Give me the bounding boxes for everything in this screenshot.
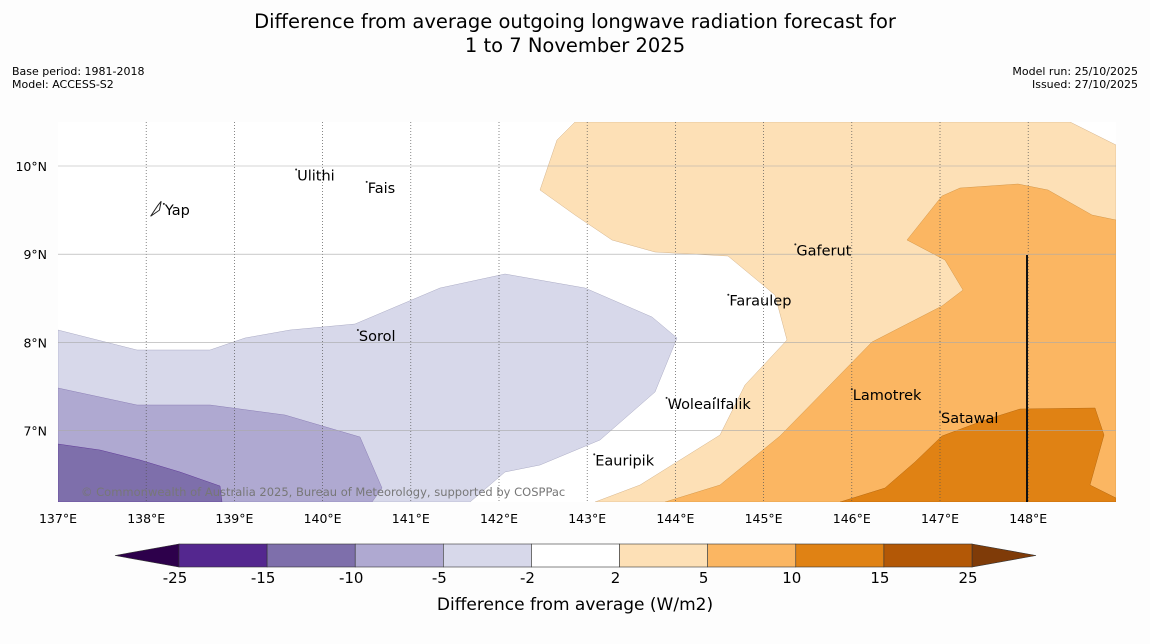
island-marker <box>365 180 368 183</box>
place-label: Lamotrek <box>853 388 922 404</box>
place-label: Ulithi <box>297 168 335 184</box>
island-marker <box>295 168 298 171</box>
yap-island-outline <box>150 200 162 217</box>
place-label: Ifalik <box>716 397 751 413</box>
place-label: Eauripik <box>595 453 654 469</box>
colorbar-swatch <box>795 543 885 568</box>
colorbar-swatch <box>354 543 444 568</box>
colorbar-tick-label: -5 <box>432 569 447 587</box>
colorbar-tick-label: 5 <box>699 569 709 587</box>
lon-tick-label: 145°E <box>745 511 783 526</box>
lon-tick-label: 147°E <box>921 511 959 526</box>
colorbar-under-arrow <box>114 543 180 568</box>
colorbar-tick-label: -25 <box>163 569 188 587</box>
island-marker <box>939 411 941 414</box>
lat-tick-label: 10°N <box>15 159 47 174</box>
base-period: Base period: 1981-2018 <box>12 65 145 78</box>
contour-dark-purple <box>58 443 223 502</box>
place-label: Gaferut <box>796 243 851 259</box>
colorbar-title: Difference from average (W/m2) <box>437 595 713 615</box>
latitude-axis: 10°N 9°N 8°N 7°N <box>15 159 47 439</box>
lon-tick-label: 143°E <box>568 511 606 526</box>
model-name: Model: ACCESS-S2 <box>12 78 114 91</box>
colorbar-swatch <box>619 543 708 568</box>
lon-tick-label: 144°E <box>656 511 694 526</box>
place-label: Satawal <box>941 411 998 427</box>
lon-tick-label: 140°E <box>304 511 342 526</box>
island-marker <box>727 293 730 296</box>
place-label: Sorol <box>359 329 396 345</box>
lat-tick-label: 9°N <box>23 247 47 262</box>
island-marker <box>665 396 668 399</box>
island-marker <box>850 388 853 391</box>
island-marker <box>356 328 359 331</box>
lon-tick-label: 137°E <box>39 511 77 526</box>
graticule <box>58 122 1116 502</box>
place-label: Fais <box>368 181 395 197</box>
lat-tick-label: 7°N <box>23 424 47 439</box>
model-run: Model run: 25/10/2025 <box>1012 65 1138 78</box>
colorbar-tick-label: -15 <box>251 569 276 587</box>
lat-tick-label: 8°N <box>23 335 47 350</box>
lon-tick-label: 148°E <box>1009 511 1047 526</box>
island-marker <box>162 202 165 205</box>
colorbar-swatch <box>443 543 532 568</box>
lon-tick-label: 139°E <box>215 511 253 526</box>
lon-tick-label: 138°E <box>127 511 165 526</box>
longitude-axis: 137°E 138°E 139°E 140°E 141°E 142°E 143°E 144°E… <box>39 511 1047 526</box>
place-label: Faraulep <box>729 294 791 310</box>
colorbar-tick-label: 2 <box>611 569 621 587</box>
copyright-notice: © Commonwealth of Australia 2025, Bureau… <box>81 485 565 499</box>
colorbar-tick-label: 25 <box>958 569 977 587</box>
colorbar-swatch <box>707 543 797 568</box>
chart-title-line2: 1 to 7 November 2025 <box>464 34 686 57</box>
colorbar-swatch <box>531 543 620 568</box>
place-label: Yap <box>164 203 190 219</box>
place-labels: Ulithi Fais Yap Gaferut Faraulep Sorol Lamotre… <box>150 168 998 469</box>
colorbar-tick-label: -10 <box>339 569 364 587</box>
contour-dark-orange <box>839 407 1116 502</box>
island-marker <box>794 243 797 246</box>
colorbar-swatch <box>266 543 356 568</box>
island-marker <box>714 396 717 399</box>
colorbar-tick-label: 10 <box>782 569 801 587</box>
colorbar-swatch <box>883 543 973 568</box>
chart-title-line1: Difference from average outgoing longwav… <box>254 10 896 33</box>
colorbar: -25 -15 -10 -5 -2 2 5 10 15 25 <box>114 543 1037 587</box>
colorbar-tick-label: 15 <box>870 569 889 587</box>
lon-tick-label: 146°E <box>833 511 871 526</box>
colorbar-tick-label: -2 <box>520 569 535 587</box>
place-label: Woleai <box>668 397 716 413</box>
lon-tick-label: 142°E <box>480 511 518 526</box>
issued-date: Issued: 27/10/2025 <box>1031 78 1138 91</box>
lon-tick-label: 141°E <box>392 511 430 526</box>
colorbar-over-arrow <box>971 543 1037 568</box>
island-marker <box>593 453 596 456</box>
colorbar-swatch <box>178 543 268 568</box>
